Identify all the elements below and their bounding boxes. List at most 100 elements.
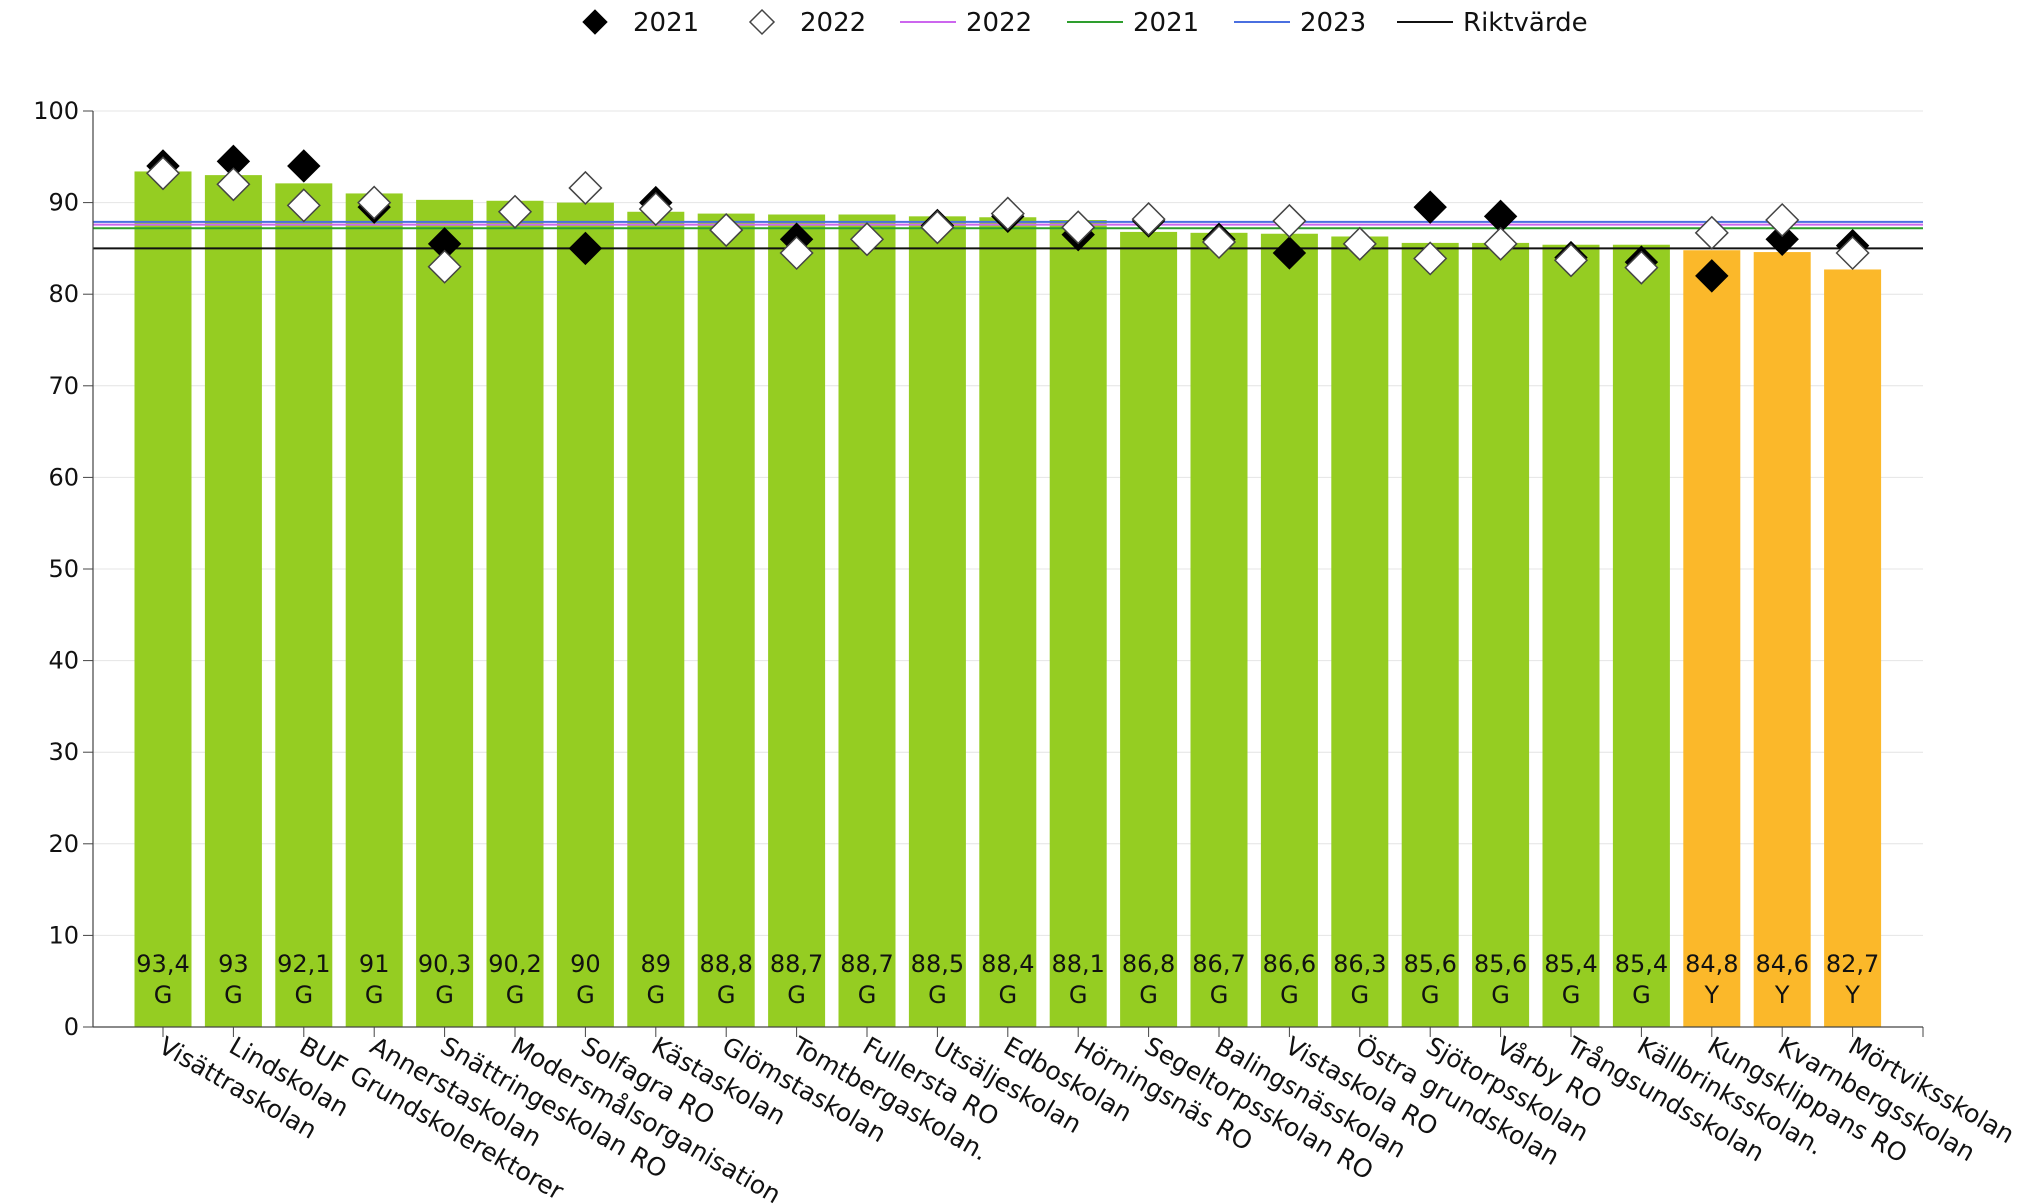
marker-2022 [1272,203,1307,238]
bar-value-label: 85,4 [1615,950,1668,978]
bar-value-label: 86,3 [1333,950,1386,978]
bar-value-label: 91 [359,950,390,978]
y-tick-label: 90 [48,189,79,217]
bar [1542,244,1600,1028]
bar-status-label: G [717,981,736,1009]
marker-2022 [1201,224,1237,260]
bar-status-label: G [1491,981,1510,1009]
bar-status-label: G [1421,981,1440,1009]
bar-status-label: Y [1844,981,1860,1009]
bars [134,171,1882,1028]
bar-value-label: 86,8 [1122,950,1175,978]
bar-status-label: G [1562,981,1581,1009]
bar-value-label: 88,5 [911,950,964,978]
y-tick-label: 20 [48,830,79,858]
bar-value-label: 85,6 [1474,950,1527,978]
y-tick-label: 0 [64,1013,79,1041]
marker-2022 [286,188,321,223]
marker-2022 [638,191,673,227]
legend-label: 2022 [800,8,866,38]
bar-value-label: 86,6 [1263,950,1316,978]
bar-value-label: 84,8 [1685,950,1738,978]
marker-2022 [216,167,251,202]
bar [204,175,262,1027]
axes: 0102030405060708090100VisättraskolanLind… [33,97,2019,1204]
bar-status-label: G [1139,981,1158,1009]
marker-2022 [1624,250,1659,285]
marker-2022 [1342,226,1377,261]
bar-value-label: 90,3 [418,950,471,978]
y-tick-label: 100 [33,97,79,125]
bar-value-label: 89 [641,950,672,978]
marker-2021 [1272,236,1307,270]
bar-status-label: G [154,981,173,1009]
bar [345,193,403,1027]
legend: 2021 2022 2022 2021 2023 Riktvärde [582,8,1588,38]
bar [1401,242,1459,1028]
bar [556,202,614,1028]
bar [1612,244,1670,1028]
marker-2021 [1413,190,1447,224]
marker-2022 [1835,235,1870,271]
legend-label: 2021 [633,8,699,38]
bar-value-label: 90 [570,950,601,978]
marker-2022 [1553,243,1589,278]
marker-2022 [1765,202,1800,238]
bar [1753,252,1811,1028]
marker-2022 [920,210,955,245]
bar-status-label: G [1350,981,1369,1009]
legend-label: Riktvärde [1463,8,1588,38]
legend-marker [748,8,776,36]
marker-2022 [357,185,392,220]
marker-2021 [1695,259,1729,293]
marker-2022 [1061,210,1096,245]
bar-value-label: 93 [218,950,249,978]
bar [768,214,826,1027]
marker-2021 [287,149,321,183]
marker-2022 [145,156,181,191]
bar [486,200,544,1027]
bar-status-label: G [576,981,595,1009]
bar-status-label: G [998,981,1017,1009]
bar [838,214,896,1027]
bar [1472,242,1530,1028]
bar [1190,232,1248,1027]
legend-label: 2022 [966,8,1032,38]
marker-2022 [1483,226,1518,261]
bar [275,183,333,1027]
legend-label: 2021 [1133,8,1199,38]
bar [1824,269,1882,1027]
y-tick-label: 50 [48,555,79,583]
bar [697,213,755,1028]
marker-2022 [779,235,814,271]
marker-2022 [497,194,533,229]
y-tick-label: 40 [48,647,79,675]
marker-2022 [1413,241,1448,276]
markers [145,144,1870,293]
bar [416,199,474,1028]
bar-value-label: 85,6 [1403,950,1456,978]
y-tick-label: 10 [48,921,79,949]
bar-status-label: G [787,981,806,1009]
marker-2021 [1765,222,1799,256]
legend-marker [582,9,608,35]
bar-value-label: 88,7 [840,950,893,978]
bar-status-label: G [294,981,313,1009]
marker-2021 [568,231,603,266]
bar-status-label: G [435,981,454,1009]
bar [1331,236,1389,1027]
y-tick-label: 30 [48,738,79,766]
bar [1260,233,1318,1027]
bar-value-label: 88,1 [1051,950,1104,978]
bar-value-label: 90,2 [488,950,541,978]
marker-2022 [568,170,603,206]
bar-value-label: 85,4 [1544,950,1597,978]
bar-value-label: 88,7 [770,950,823,978]
bar-value-label: 88,8 [699,950,752,978]
bar [979,217,1037,1028]
marker-2022 [709,213,744,248]
bar-status-label: G [365,981,384,1009]
bar-status-label: G [1632,981,1651,1009]
marker-2022 [427,249,462,284]
